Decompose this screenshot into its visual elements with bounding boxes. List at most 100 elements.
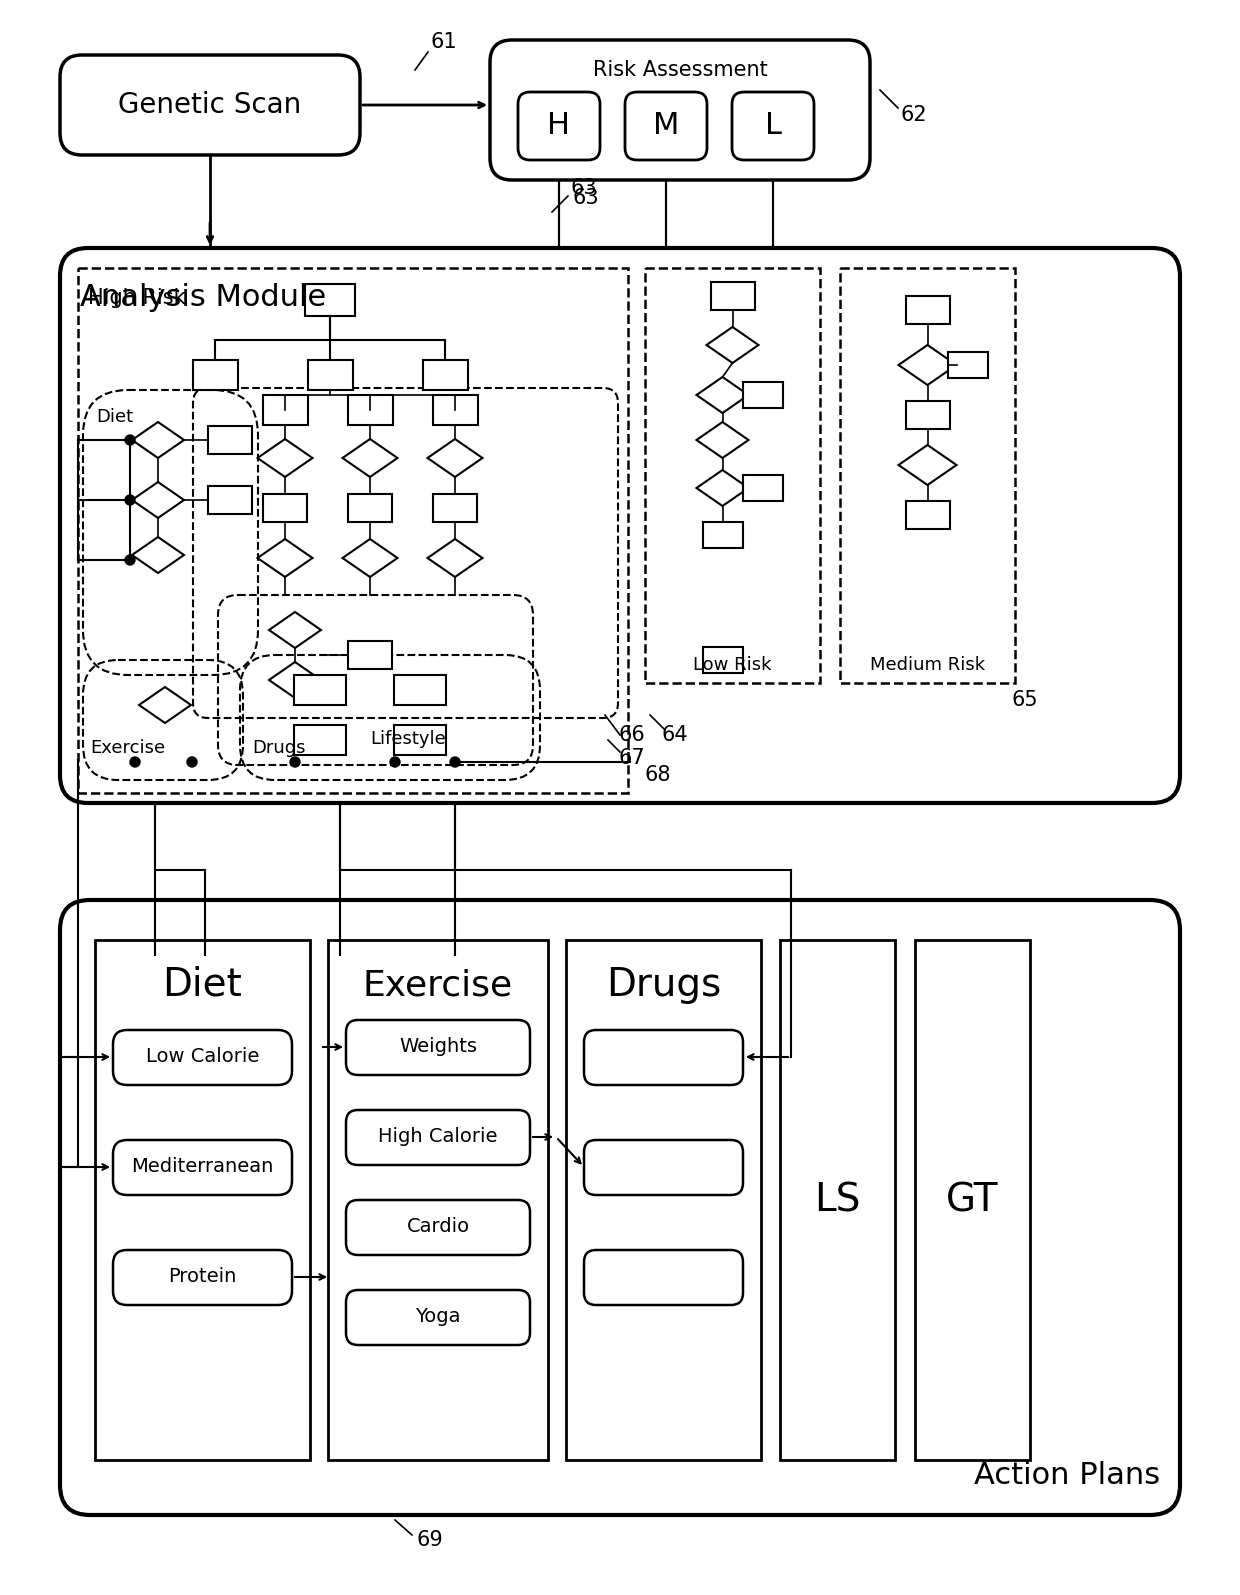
Text: M: M <box>652 112 680 140</box>
Circle shape <box>187 758 197 767</box>
FancyBboxPatch shape <box>60 54 360 155</box>
Text: Exercise: Exercise <box>363 968 513 1002</box>
Bar <box>95 939 310 1459</box>
Circle shape <box>125 555 135 565</box>
FancyBboxPatch shape <box>584 1140 743 1195</box>
Polygon shape <box>342 439 398 477</box>
Bar <box>839 268 1016 683</box>
FancyBboxPatch shape <box>113 1250 291 1305</box>
Polygon shape <box>258 539 312 577</box>
Polygon shape <box>139 687 191 723</box>
Circle shape <box>125 494 135 506</box>
Bar <box>294 726 346 754</box>
Polygon shape <box>697 471 749 506</box>
Polygon shape <box>342 539 398 577</box>
Text: H: H <box>548 112 570 140</box>
Text: Yoga: Yoga <box>415 1308 461 1327</box>
Polygon shape <box>269 662 321 699</box>
Text: GT: GT <box>946 1180 998 1219</box>
Text: 65: 65 <box>1012 691 1038 710</box>
Text: 69: 69 <box>417 1530 444 1550</box>
Text: High Risk: High Risk <box>88 289 186 308</box>
Bar <box>905 297 950 324</box>
Bar <box>947 352 987 378</box>
Bar <box>645 268 820 683</box>
Bar <box>348 641 392 668</box>
Polygon shape <box>258 439 312 477</box>
Bar <box>294 675 346 705</box>
Bar <box>711 282 754 309</box>
FancyBboxPatch shape <box>625 93 707 160</box>
Bar <box>565 939 761 1459</box>
Text: Cardio: Cardio <box>407 1217 470 1236</box>
Polygon shape <box>269 612 321 648</box>
Bar <box>78 268 627 793</box>
FancyBboxPatch shape <box>490 40 870 180</box>
FancyBboxPatch shape <box>584 1250 743 1305</box>
Text: Weights: Weights <box>399 1037 477 1056</box>
Text: Drugs: Drugs <box>252 738 305 758</box>
Bar <box>703 648 743 673</box>
Text: 63: 63 <box>572 188 599 207</box>
Bar <box>208 486 252 514</box>
Text: 66: 66 <box>619 726 645 745</box>
FancyBboxPatch shape <box>518 93 600 160</box>
Text: Analysis Module: Analysis Module <box>81 282 326 313</box>
Bar <box>308 360 352 391</box>
Text: 63: 63 <box>570 179 596 198</box>
Text: 67: 67 <box>619 748 645 769</box>
Bar <box>263 494 308 522</box>
Bar <box>743 475 782 501</box>
Bar <box>780 939 895 1459</box>
Bar <box>329 939 548 1459</box>
Bar <box>423 360 467 391</box>
Text: Action Plans: Action Plans <box>973 1461 1159 1490</box>
Text: L: L <box>765 112 781 140</box>
Polygon shape <box>899 445 956 485</box>
Bar <box>348 494 392 522</box>
FancyBboxPatch shape <box>346 1199 529 1255</box>
FancyBboxPatch shape <box>113 1030 291 1085</box>
FancyBboxPatch shape <box>346 1019 529 1075</box>
Text: 62: 62 <box>900 105 926 124</box>
Bar <box>394 675 446 705</box>
Text: Risk Assessment: Risk Assessment <box>593 61 768 80</box>
FancyBboxPatch shape <box>60 900 1180 1515</box>
Text: Exercise: Exercise <box>91 738 165 758</box>
Polygon shape <box>131 538 184 573</box>
Text: Diet: Diet <box>162 967 242 1003</box>
Polygon shape <box>697 423 749 458</box>
Text: 64: 64 <box>662 726 688 745</box>
Circle shape <box>125 435 135 445</box>
Text: Drugs: Drugs <box>606 967 722 1003</box>
Text: Protein: Protein <box>169 1268 237 1287</box>
FancyBboxPatch shape <box>584 1030 743 1085</box>
Circle shape <box>290 758 300 767</box>
Bar <box>433 494 477 522</box>
Bar <box>263 396 308 424</box>
Text: LS: LS <box>815 1180 861 1219</box>
Bar <box>743 381 782 408</box>
Text: High Calorie: High Calorie <box>378 1128 497 1147</box>
Polygon shape <box>428 539 482 577</box>
Bar <box>192 360 238 391</box>
Bar <box>394 726 446 754</box>
Text: Lifestyle: Lifestyle <box>370 731 445 748</box>
Circle shape <box>130 758 140 767</box>
Polygon shape <box>707 327 759 364</box>
Polygon shape <box>131 423 184 458</box>
Polygon shape <box>899 345 956 384</box>
Text: Low Calorie: Low Calorie <box>146 1048 259 1067</box>
Circle shape <box>450 758 460 767</box>
FancyBboxPatch shape <box>732 93 813 160</box>
Text: Diet: Diet <box>95 408 133 426</box>
Bar <box>915 939 1030 1459</box>
Text: Genetic Scan: Genetic Scan <box>118 91 301 120</box>
Polygon shape <box>428 439 482 477</box>
Text: 68: 68 <box>645 766 672 785</box>
Circle shape <box>391 758 401 767</box>
FancyBboxPatch shape <box>346 1110 529 1164</box>
Text: 61: 61 <box>430 32 456 53</box>
Bar <box>347 396 393 424</box>
Bar <box>905 400 950 429</box>
